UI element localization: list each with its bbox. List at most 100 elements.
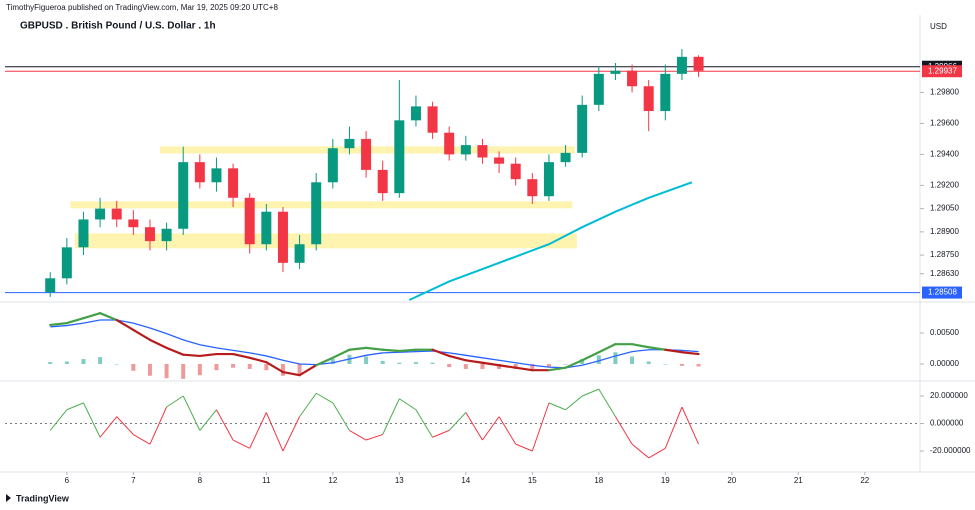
macd-line [231,352,251,359]
macd-line [65,317,85,325]
osc-line [232,439,250,449]
candle-body [444,132,455,155]
candle-body [327,148,338,183]
macd-histogram [463,363,468,369]
candle-body [311,182,322,245]
osc-line [66,402,84,411]
candle-body [693,56,704,71]
osc-line [199,409,217,431]
macd-histogram [646,361,651,364]
candle-body [194,162,205,183]
macd-histogram [480,363,485,369]
macd-histogram [546,363,551,368]
macd-line [381,348,401,353]
macd-histogram [663,363,668,365]
y-tick-label: 1.29600 [930,119,959,128]
osc-line [465,412,483,441]
osc-line [548,402,566,411]
price-label-box [922,286,962,299]
y-tick-label: 1.29400 [930,150,959,159]
x-tick-label: 22 [860,476,869,485]
macd-histogram [580,359,585,364]
macd-line [497,364,517,369]
macd-histogram [231,363,236,368]
osc-line [432,429,450,438]
candle-body [410,106,421,121]
candle-body [294,244,305,263]
candle-body [394,120,405,194]
macd-histogram [197,363,202,376]
macd-line [398,348,418,353]
candle-body [660,73,671,112]
candle-body [427,106,438,133]
macd-line [464,359,484,364]
currency: USD [930,22,947,31]
osc-line [498,416,517,445]
chart-title: GBPUSD . British Pound / U.S. Dollar . 1… [20,21,216,32]
macd-line [281,370,301,377]
macd-line [331,348,351,359]
candle-body [78,219,89,248]
macd-histogram [430,362,435,364]
candle-body [577,104,588,153]
candle-body [244,197,255,245]
candle-body [676,56,687,74]
osc-line [515,443,533,452]
candle-body [45,278,56,293]
x-tick-label: 20 [727,476,736,485]
macd-histogram [679,363,684,366]
price-label: 1.29937 [928,66,957,75]
osc-line [615,416,633,445]
macd-histogram [613,352,618,364]
moving-average [408,181,693,301]
macd-line [448,354,467,362]
macd-histogram [98,357,103,364]
macd-line [664,348,684,354]
macd-histogram [447,363,452,368]
x-tick-label: 14 [461,476,470,485]
macd-histogram [497,363,502,369]
candle-body [610,70,621,74]
osc-tick-label: 20.000000 [930,391,968,400]
candle-body [460,145,471,155]
y-tick-label: 1.29050 [930,204,959,213]
macd-line [82,312,102,320]
osc-line [299,392,317,417]
macd-histogram [48,362,53,364]
candle-body [593,73,604,105]
x-tick-label: 19 [661,476,670,485]
y-tick-label: 1.28900 [930,227,959,236]
macd-histogram [397,362,402,364]
macd-tick-label: 0.00000 [930,359,959,368]
osc-line [182,395,201,431]
macd-line [315,356,334,367]
candle-body [128,219,139,228]
macd-line [564,359,584,369]
macd-histogram [214,363,219,371]
candle-body [344,138,355,149]
macd-histogram [596,355,601,364]
candle-body [527,179,538,197]
macd-line [364,346,384,351]
osc-line [482,416,500,441]
osc-line [648,447,666,459]
candle-body [494,157,505,164]
osc-tick-label: 0.000000 [930,419,964,428]
macd-line [431,348,451,358]
candle-body [277,211,288,263]
macd-histogram [563,363,568,365]
header: TimothyFigueroa published on TradingView… [6,3,278,12]
macd-histogram [247,363,252,369]
macd-line [265,361,285,374]
macd-line [581,351,600,362]
macd-signal [50,319,699,369]
macd-histogram [164,363,169,379]
candle-body [161,228,172,242]
osc-line [332,402,350,431]
osc-line [365,434,383,441]
candle-body [95,208,106,220]
y-tick-label: 1.28750 [930,250,959,259]
macd-histogram [630,356,635,364]
x-tick-label: 18 [594,476,603,485]
